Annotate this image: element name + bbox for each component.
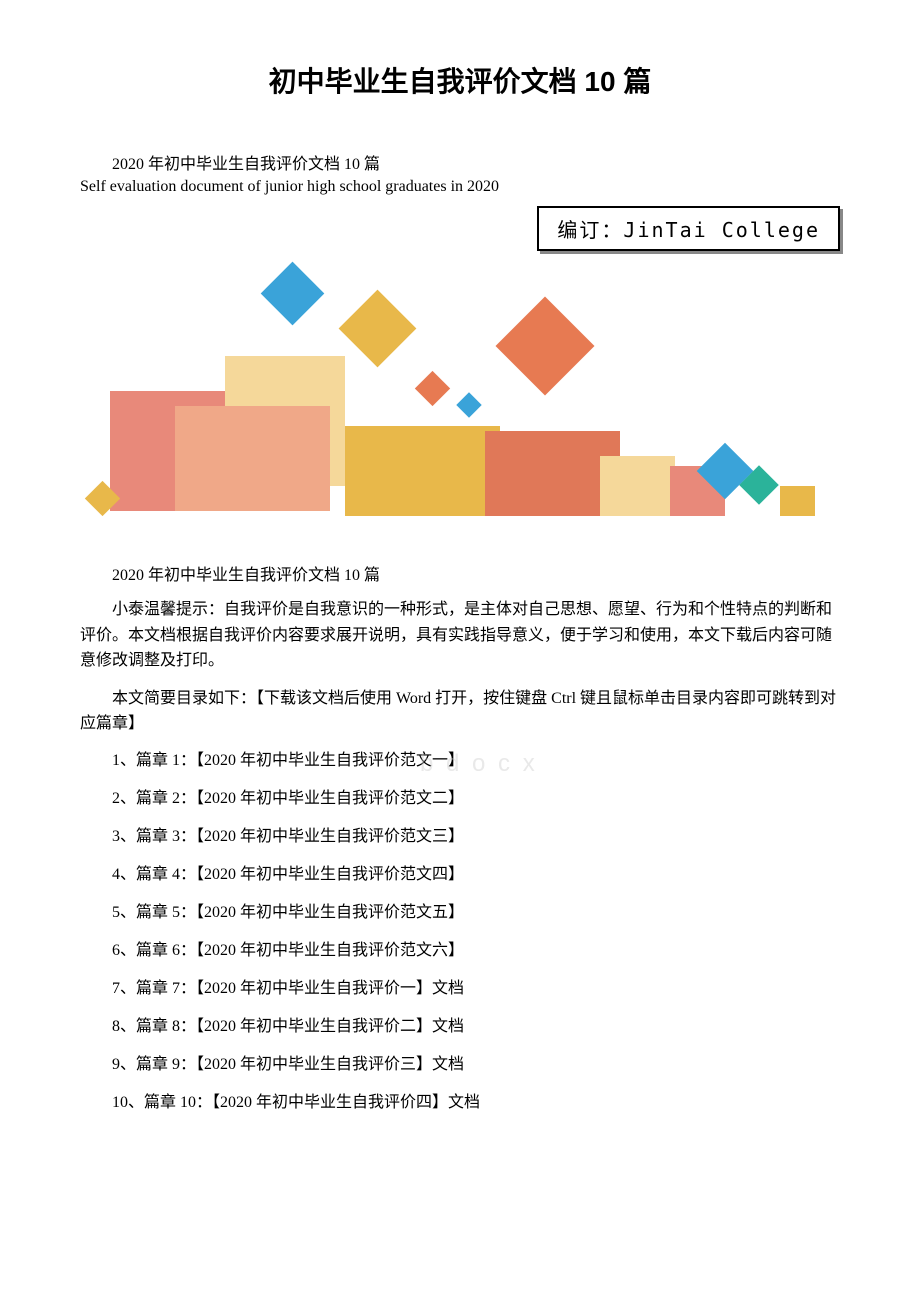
subtitle-english: Self evaluation document of junior high … (80, 178, 840, 196)
toc-item[interactable]: 3、篇章 3：【2020 年初中毕业生自我评价范文三】 (80, 825, 840, 849)
toc-item[interactable]: 6、篇章 6：【2020 年初中毕业生自我评价范文六】 (80, 939, 840, 963)
toc-item[interactable]: 4、篇章 4：【2020 年初中毕业生自我评价范文四】 (80, 863, 840, 887)
page-title: 初中毕业生自我评价文档 10 篇 (80, 60, 840, 100)
decorative-shape (345, 426, 500, 516)
decorative-shape (456, 392, 481, 417)
toc-item[interactable]: 8、篇章 8：【2020 年初中毕业生自我评价二】文档 (80, 1015, 840, 1039)
toc-list: 1、篇章 1：【2020 年初中毕业生自我评价范文一】 2、篇章 2：【2020 … (80, 749, 840, 1115)
decorative-shape (415, 371, 450, 406)
toc-item[interactable]: 10、篇章 10：【2020 年初中毕业生自我评价四】文档 (80, 1091, 840, 1115)
decorative-shape (175, 406, 330, 511)
decorative-shape (780, 486, 815, 516)
editor-credit-box: 编订：JinTai College (537, 206, 840, 251)
decorative-shape (261, 262, 325, 326)
decorative-shape (496, 297, 595, 396)
decorative-shape (600, 456, 675, 516)
decorative-shape (339, 290, 417, 368)
document-page: 初中毕业生自我评价文档 10 篇 2020 年初中毕业生自我评价文档 10 篇 … (80, 60, 840, 1115)
toc-intro: 本文简要目录如下：【下载该文档后使用 Word 打开，按住键盘 Ctrl 键且鼠… (80, 686, 840, 737)
toc-item[interactable]: 2、篇章 2：【2020 年初中毕业生自我评价范文二】 (80, 787, 840, 811)
toc-item[interactable]: 1、篇章 1：【2020 年初中毕业生自我评价范文一】 (80, 749, 840, 773)
subtitle-chinese: 2020 年初中毕业生自我评价文档 10 篇 (80, 150, 840, 174)
toc-item[interactable]: 5、篇章 5：【2020 年初中毕业生自我评价范文五】 (80, 901, 840, 925)
toc-item[interactable]: 7、篇章 7：【2020 年初中毕业生自我评价一】文档 (80, 977, 840, 1001)
decorative-graphic (80, 261, 840, 541)
intro-paragraph: 小泰温馨提示：自我评价是自我意识的一种形式，是主体对自己思想、愿望、行为和个性特… (80, 597, 840, 674)
toc-item[interactable]: 9、篇章 9：【2020 年初中毕业生自我评价三】文档 (80, 1053, 840, 1077)
section-heading: 2020 年初中毕业生自我评价文档 10 篇 (80, 561, 840, 585)
